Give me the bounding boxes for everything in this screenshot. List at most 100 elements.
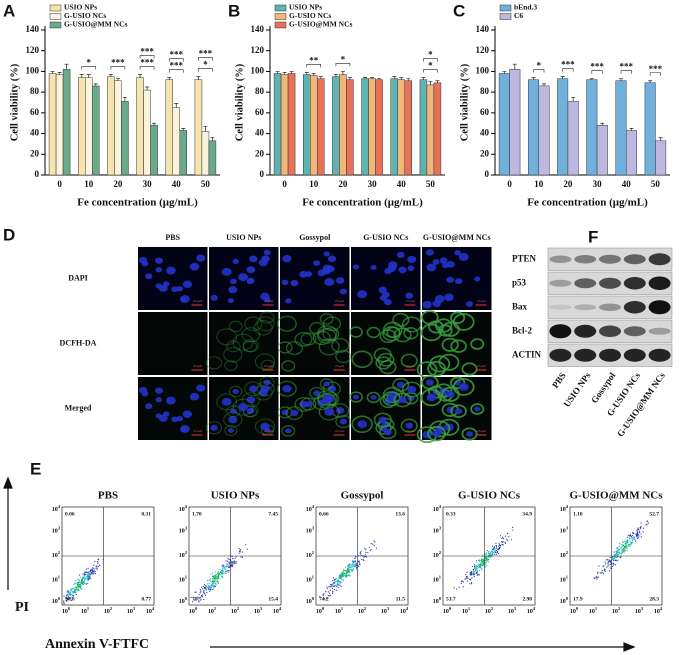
cell-green [254, 418, 275, 435]
x-tick-label: 101 [462, 606, 471, 615]
event-dot [606, 566, 608, 568]
nucleus [282, 385, 292, 393]
nucleus [422, 300, 432, 309]
event-dot [471, 577, 473, 579]
event-dot [232, 563, 234, 565]
panel-letter: C [453, 1, 465, 20]
event-dot [332, 585, 334, 588]
cell-green [366, 326, 381, 339]
event-dot [481, 560, 483, 563]
event-dot [473, 576, 475, 578]
event-dot [218, 578, 220, 580]
event-dot [629, 537, 631, 539]
event-dot [67, 590, 69, 592]
row-label: Merged [65, 403, 92, 412]
event-dot [350, 568, 352, 570]
event-dot [608, 564, 610, 566]
y-tick-label: 0 [485, 169, 490, 179]
event-dot [462, 586, 464, 588]
significance: *** [140, 47, 154, 57]
event-dot [221, 575, 223, 578]
y-tick-label: 104 [179, 504, 188, 513]
event-dot [373, 540, 375, 542]
sig-bracket [423, 58, 438, 62]
sig-bracket [533, 69, 545, 73]
y-tick-label: 80 [480, 86, 490, 96]
error-bar [648, 80, 653, 83]
scale-label: 25 μm [477, 364, 486, 368]
event-dot [339, 582, 341, 584]
tick-exp: 1 [312, 575, 315, 580]
band [574, 324, 597, 338]
tick-exp: 4 [152, 606, 155, 611]
event-dot [623, 544, 625, 546]
event-dot [470, 581, 473, 584]
event-dot [608, 570, 611, 572]
event-dot [492, 551, 495, 554]
error-bar [560, 76, 565, 79]
protein-label: Bcl-2 [512, 325, 532, 335]
error-bar [428, 81, 433, 85]
event-dot [640, 522, 642, 524]
tick-exp: 4 [185, 504, 188, 509]
tick-base: 10 [127, 609, 133, 615]
sig-bracket [198, 57, 213, 61]
event-dot [335, 589, 337, 591]
event-dot [498, 542, 500, 544]
cell-green [285, 341, 303, 356]
event-dot [637, 537, 639, 539]
event-dot [234, 557, 236, 559]
nucleus [182, 410, 193, 418]
event-dot [225, 560, 227, 562]
cell-green [400, 353, 418, 368]
event-dot [486, 557, 488, 560]
quadrant-value: 2.98 [522, 596, 532, 602]
y-tick-label: 101 [560, 575, 569, 584]
x-tick-label: 10 [84, 179, 94, 189]
event-dot [631, 536, 633, 538]
event-dot [340, 585, 342, 587]
y-tick-label: 102 [52, 550, 61, 559]
event-dot [616, 556, 618, 559]
event-dot [478, 559, 481, 561]
nucleus [155, 413, 162, 419]
event-dot [616, 552, 618, 554]
error-bar [138, 74, 143, 78]
event-dot [629, 534, 632, 536]
event-dot [223, 572, 225, 574]
event-dot [617, 549, 619, 552]
event-dot [82, 583, 84, 585]
event-dot [506, 533, 509, 535]
legend-label: G-USIO@MM NCs [289, 20, 353, 29]
bar [85, 77, 93, 176]
y-tick-label: 100 [306, 596, 315, 605]
event-dot [604, 561, 606, 563]
cell-green [232, 398, 254, 416]
nucleus [196, 384, 206, 392]
quadrant-value: 0.77 [141, 596, 151, 602]
tick-exp: 4 [439, 504, 442, 509]
quadrant-value: 74.2 [319, 596, 329, 602]
event-dot [240, 556, 242, 558]
event-dot [616, 559, 618, 561]
quadrant-value: 53.7 [446, 596, 456, 602]
nucleus [407, 255, 417, 264]
tick-base: 10 [589, 609, 595, 615]
event-dot [487, 561, 490, 563]
event-dot [504, 541, 506, 543]
sig-bracket [562, 68, 574, 72]
bar [121, 101, 129, 176]
event-dot [372, 543, 374, 545]
tick-base: 10 [179, 599, 185, 605]
event-dot [201, 596, 203, 598]
cell-green [277, 380, 297, 397]
event-dot [202, 591, 205, 593]
event-dot [204, 593, 206, 595]
x-axis-label: Fe concentration (μg/mL) [527, 197, 648, 209]
significance: * [428, 61, 433, 71]
event-dot [225, 566, 228, 568]
event-dot [460, 582, 462, 584]
micrograph: 25 μm [349, 377, 422, 440]
event-dot [356, 567, 358, 569]
event-dot [499, 544, 501, 546]
